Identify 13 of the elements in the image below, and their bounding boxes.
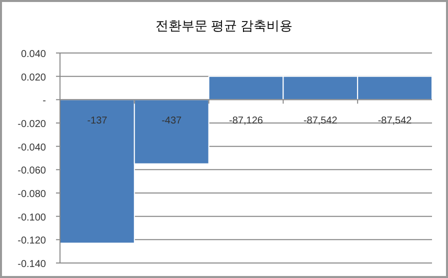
y-tick-label: 0.040 bbox=[20, 49, 46, 60]
y-tick-label: -0.120 bbox=[18, 236, 46, 247]
x-tick-label: -137 bbox=[87, 116, 108, 127]
y-tick-label: -0.140 bbox=[18, 259, 46, 270]
x-tick-label: -437 bbox=[162, 116, 182, 127]
title: 전환부문 평균 감축비용 bbox=[155, 18, 293, 33]
y-tick-label: 0.020 bbox=[20, 72, 46, 84]
y-tick-label: -0.100 bbox=[18, 212, 46, 224]
y-tick-label: -0.020 bbox=[18, 119, 46, 130]
y-tick-label: -0.060 bbox=[18, 166, 46, 177]
y-tick-label: -0.080 bbox=[18, 189, 46, 200]
y-tick-label: -0.040 bbox=[18, 142, 46, 154]
y-tick-label: - bbox=[42, 96, 46, 107]
